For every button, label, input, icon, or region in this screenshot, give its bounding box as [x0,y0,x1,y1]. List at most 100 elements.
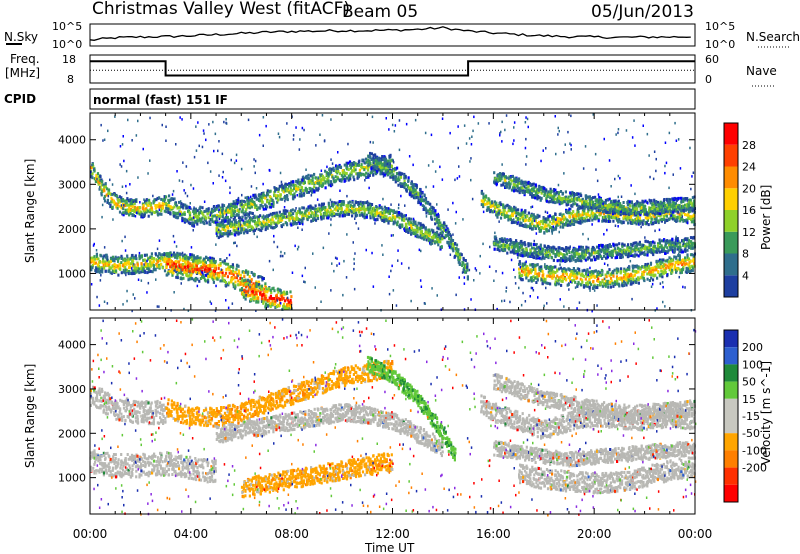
range-cell [325,174,328,177]
range-cell [500,203,503,207]
range-cell [178,268,181,272]
range-cell [237,225,240,229]
range-cell [326,177,329,181]
range-cell [529,217,532,221]
range-cell [181,268,184,272]
range-cell [436,216,439,220]
range-cell [249,297,252,301]
range-cell [282,190,286,194]
range-cell [343,163,346,167]
range-cell [163,195,166,199]
range-cell [396,220,399,224]
range-cell [184,260,187,264]
range-cell [375,162,379,166]
range-cell [222,278,226,282]
range-cell [171,266,174,270]
range-cell [399,182,402,186]
range-cell [505,211,508,215]
range-cell [394,180,397,184]
range-cell [365,175,368,179]
range-cell [403,214,407,218]
range-cell [464,264,468,268]
range-cell [428,232,432,236]
range-cell [237,198,240,202]
range-cell [120,254,123,258]
range-cell [354,164,357,168]
range-cell [330,167,333,171]
range-cell [181,205,184,209]
range-cell [149,260,152,264]
range-cell [268,201,271,205]
range-cell [572,223,576,226]
range-cell [144,261,147,265]
range-cell [346,166,349,170]
range-cell [611,215,614,219]
range-cell [647,216,650,220]
range-cell [129,202,132,206]
range-cell [557,191,560,195]
range-cell [161,202,164,206]
range-cell [370,167,373,171]
range-cell [350,163,353,166]
range-cell [273,194,276,198]
range-cell [221,234,224,238]
range-cell [539,188,542,192]
range-cell [338,203,341,207]
range-cell [444,234,447,238]
range-cell [369,211,372,215]
range-cell [208,267,211,271]
range-cell [568,207,571,211]
range-cell [360,211,363,215]
range-cell [134,254,137,258]
range-cell [145,263,148,267]
range-cell [311,174,314,178]
range-cell [241,215,244,219]
range-cell [285,222,288,226]
range-cell [333,201,336,205]
range-cell [142,267,145,271]
range-cell [159,204,162,208]
range-cell [540,226,543,229]
range-cell [305,189,308,193]
range-cell [197,259,200,262]
range-cell [90,175,93,179]
range-cell [316,209,320,213]
range-cell [437,243,440,247]
range-cell [131,261,134,265]
range-cell [126,203,129,207]
range-cell [276,214,280,218]
range-cell [253,228,256,232]
range-cell [120,198,123,202]
range-cell [348,160,352,164]
range-cell [354,211,357,215]
range-cell [303,181,306,185]
range-cell [214,261,217,265]
range-cell [458,252,461,256]
range-cell [212,280,215,284]
range-cell [127,208,130,212]
range-cell [141,269,144,273]
range-cell [94,266,98,270]
range-cell [415,230,418,234]
range-cell [278,288,281,292]
range-cell [363,168,366,172]
range-cell [367,172,370,176]
range-cell [102,188,106,192]
range-cell [247,205,250,209]
range-cell [638,216,641,220]
range-cell [374,170,377,174]
range-cell [357,160,360,164]
range-cell [175,262,178,266]
range-cell [122,211,125,215]
range-cell [212,209,215,213]
range-cell [336,206,339,210]
range-cell [588,214,591,218]
range-cell [248,211,251,215]
range-cell [343,210,347,214]
range-cell [227,226,230,230]
range-cell [288,218,291,222]
range-cell [552,217,556,221]
range-cell [221,227,224,231]
range-cell [427,236,430,240]
range-cell [146,208,149,212]
